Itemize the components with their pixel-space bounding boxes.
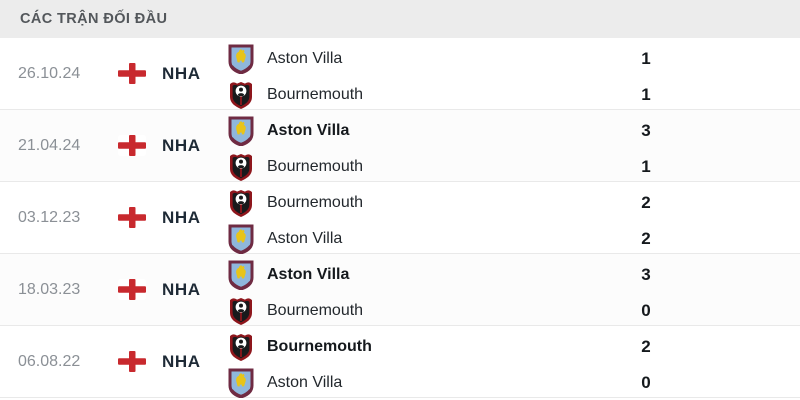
section-title: CÁC TRẬN ĐỐI ĐẦU xyxy=(20,11,168,27)
aston-villa-crest-icon xyxy=(228,44,254,74)
matches-list: 26.10.24 NHA xyxy=(0,38,800,398)
league-code: NHA xyxy=(162,207,201,227)
team-score: 3 xyxy=(641,265,651,284)
team-score: 0 xyxy=(641,301,651,320)
bournemouth-crest-icon xyxy=(228,80,254,110)
match-meta: 18.03.23 NHA xyxy=(0,254,201,325)
aston-villa-crest-icon xyxy=(228,116,254,146)
teams-block: Bournemouth 2 xyxy=(228,185,800,257)
bournemouth-crest-icon xyxy=(228,152,254,182)
league-code: NHA xyxy=(162,279,201,299)
aston-villa-crest-icon xyxy=(228,260,254,290)
england-flag-icon xyxy=(118,279,146,300)
team-line[interactable]: Aston Villa 3 xyxy=(228,113,800,149)
teams-block: Bournemouth 2 xyxy=(228,329,800,400)
teams-block: Aston Villa 3 xyxy=(228,257,800,329)
bournemouth-crest-icon xyxy=(228,296,254,326)
team-line[interactable]: Aston Villa 2 xyxy=(228,221,800,257)
team-name: Bournemouth xyxy=(267,86,364,103)
england-flag-icon xyxy=(118,135,146,156)
match-date: 06.08.22 xyxy=(18,352,81,370)
aston-villa-crest-icon xyxy=(228,368,254,398)
team-name: Bournemouth xyxy=(267,302,364,319)
match-meta: 21.04.24 NHA xyxy=(0,110,201,181)
team-line[interactable]: Bournemouth 1 xyxy=(228,149,800,185)
section-header: CÁC TRẬN ĐỐI ĐẦU xyxy=(0,0,800,38)
team-line[interactable]: Bournemouth 2 xyxy=(228,329,800,365)
team-line[interactable]: Aston Villa 0 xyxy=(228,365,800,400)
team-score: 1 xyxy=(641,157,651,176)
team-line[interactable]: Bournemouth 0 xyxy=(228,293,800,329)
match-row[interactable]: 18.03.23 NHA xyxy=(0,254,800,326)
match-row[interactable]: 26.10.24 NHA xyxy=(0,38,800,110)
match-date: 26.10.24 xyxy=(18,64,81,82)
match-meta: 26.10.24 NHA xyxy=(0,38,201,109)
league-code: NHA xyxy=(162,135,201,155)
match-meta: 06.08.22 NHA xyxy=(0,326,201,397)
team-score: 3 xyxy=(641,121,651,140)
bournemouth-crest-icon xyxy=(228,332,254,362)
team-score: 0 xyxy=(641,373,651,392)
teams-block: Aston Villa 3 xyxy=(228,113,800,185)
team-line[interactable]: Bournemouth 1 xyxy=(228,77,800,113)
match-row[interactable]: 06.08.22 NHA xyxy=(0,326,800,398)
teams-block: Aston Villa 1 xyxy=(228,41,800,113)
aston-villa-crest-icon xyxy=(228,224,254,254)
team-score: 2 xyxy=(641,229,651,248)
england-flag-icon xyxy=(118,351,146,372)
match-date: 21.04.24 xyxy=(18,136,81,154)
england-flag-icon xyxy=(118,63,146,84)
league-code: NHA xyxy=(162,351,201,371)
team-name: Aston Villa xyxy=(267,122,350,139)
team-score: 2 xyxy=(641,193,651,212)
match-row[interactable]: 03.12.23 NHA xyxy=(0,182,800,254)
match-date: 03.12.23 xyxy=(18,208,81,226)
team-line[interactable]: Aston Villa 3 xyxy=(228,257,800,293)
team-name: Bournemouth xyxy=(267,338,372,355)
team-name: Aston Villa xyxy=(267,50,343,67)
team-score: 2 xyxy=(641,337,651,356)
match-meta: 03.12.23 NHA xyxy=(0,182,201,253)
team-name: Bournemouth xyxy=(267,158,364,175)
league-code: NHA xyxy=(162,63,201,83)
bournemouth-crest-icon xyxy=(228,188,254,218)
england-flag-icon xyxy=(118,207,146,228)
team-name: Aston Villa xyxy=(267,230,343,247)
match-row[interactable]: 21.04.24 NHA xyxy=(0,110,800,182)
team-line[interactable]: Bournemouth 2 xyxy=(228,185,800,221)
team-name: Aston Villa xyxy=(267,266,350,283)
team-score: 1 xyxy=(641,49,651,68)
team-line[interactable]: Aston Villa 1 xyxy=(228,41,800,77)
team-name: Bournemouth xyxy=(267,194,364,211)
team-score: 1 xyxy=(641,85,651,104)
team-name: Aston Villa xyxy=(267,374,343,391)
match-date: 18.03.23 xyxy=(18,280,81,298)
